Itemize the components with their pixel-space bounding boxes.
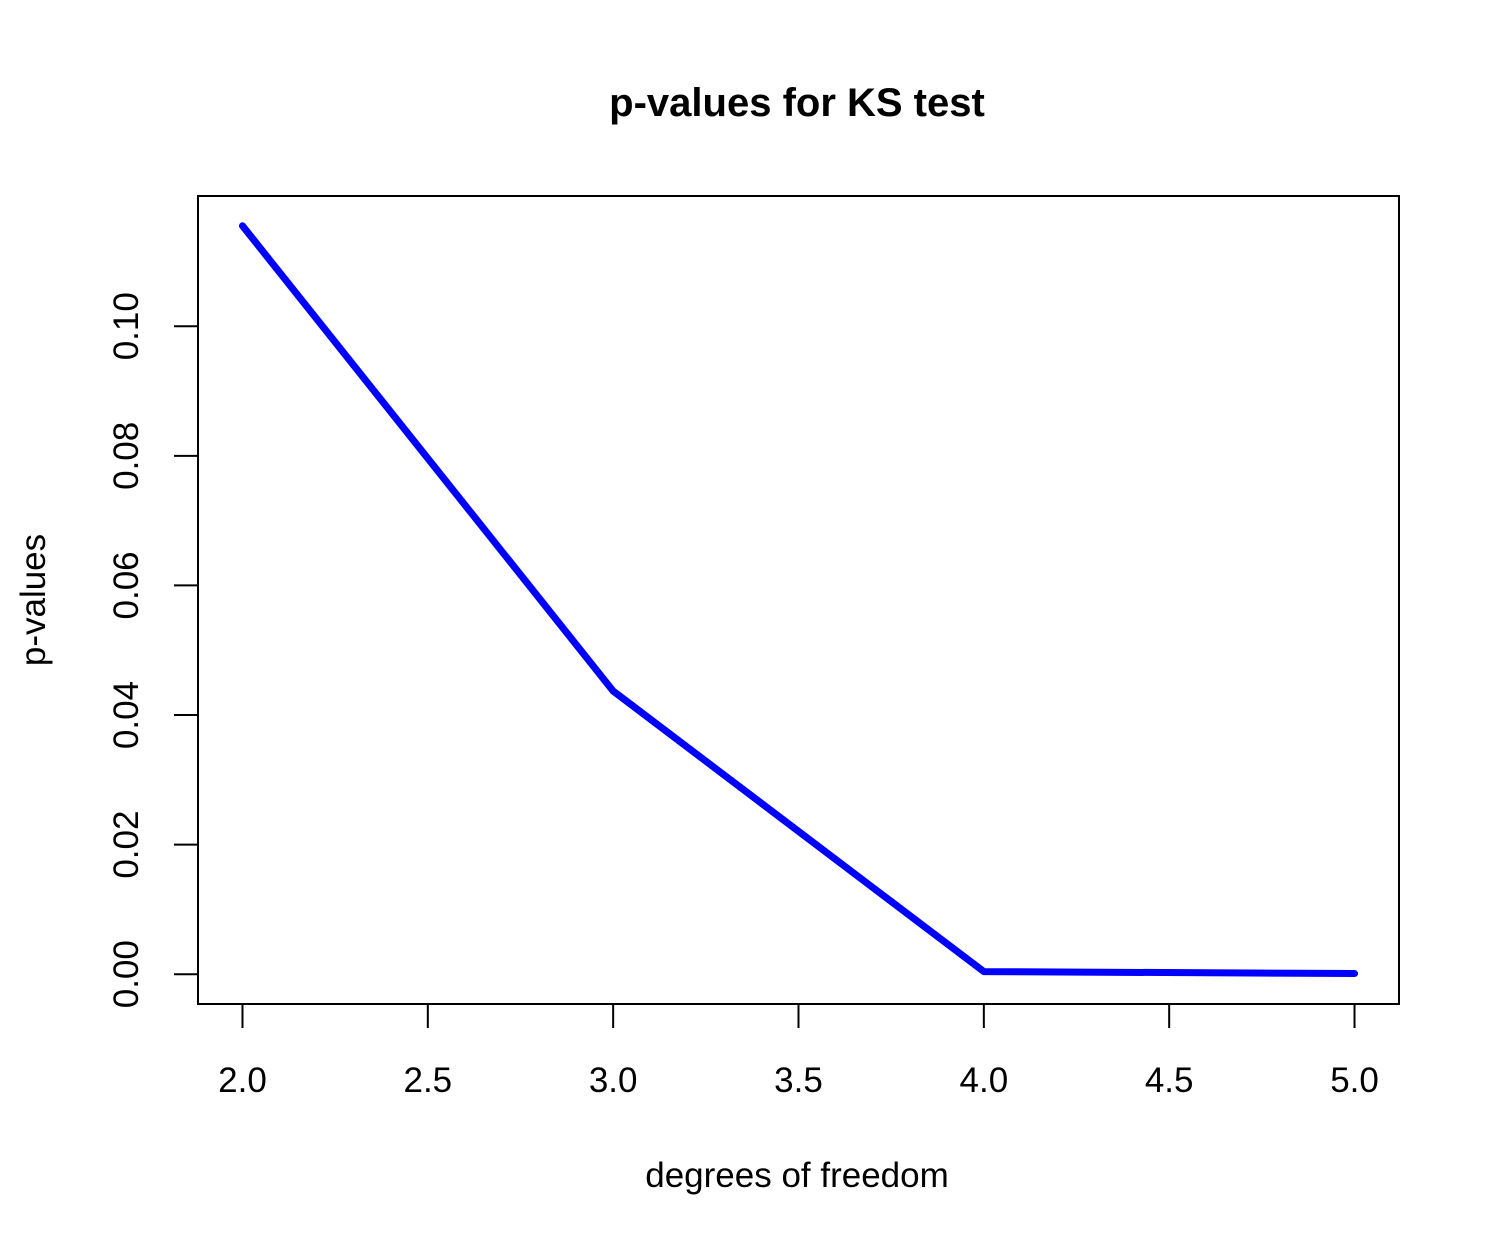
y-axis: 0.00 0.02 0.04 0.06 0.08 0.10: [107, 292, 198, 1008]
x-axis: 2.0 2.5 3.0 3.5 4.0 4.5 5.0: [218, 1004, 1379, 1100]
x-tick-label: 5.0: [1330, 1061, 1379, 1100]
x-axis-label: degrees of freedom: [645, 1156, 949, 1195]
x-tick-label: 4.5: [1145, 1061, 1194, 1100]
chart-title: p-values for KS test: [609, 81, 985, 125]
x-tick-label: 2.0: [218, 1061, 267, 1100]
series-layer: [238, 222, 1359, 978]
x-tick-label: 3.0: [589, 1061, 638, 1100]
y-tick-label: 0.00: [107, 940, 146, 1008]
y-tick-label: 0.04: [107, 681, 146, 749]
x-tick-label: 4.0: [960, 1061, 1009, 1100]
series-line: [238, 222, 1359, 978]
y-tick-label: 0.08: [107, 422, 146, 490]
y-tick-label: 0.10: [107, 292, 146, 360]
y-tick-label: 0.06: [107, 551, 146, 619]
y-axis-label: p-values: [14, 534, 53, 666]
x-tick-label: 2.5: [403, 1061, 452, 1100]
x-tick-label: 3.5: [774, 1061, 823, 1100]
plot-frame: [197, 195, 1400, 1005]
y-tick-label: 0.02: [107, 811, 146, 879]
